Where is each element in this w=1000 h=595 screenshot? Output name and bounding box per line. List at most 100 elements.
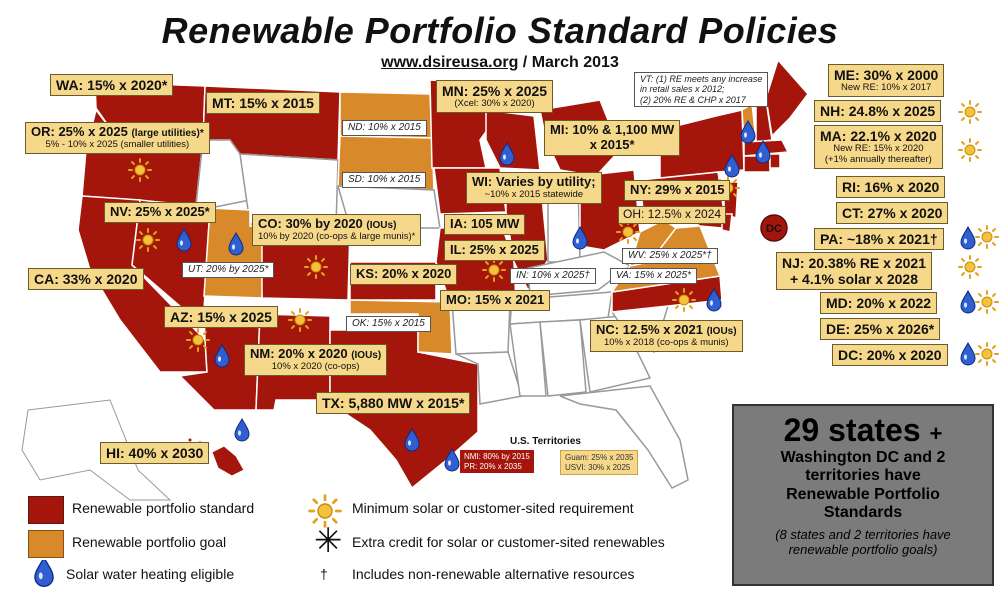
summary-box: 29 states + Washington DC and 2 territor… bbox=[732, 404, 994, 586]
summary-foot: (8 states and 2 territories have renewab… bbox=[734, 526, 992, 558]
note-nd: ND: 10% x 2015 bbox=[342, 120, 427, 136]
legend-solar: Minimum solar or customer-sited requirem… bbox=[352, 500, 634, 516]
state-la bbox=[455, 351, 523, 405]
label-nv: NV: 25% x 2025* bbox=[104, 202, 216, 223]
note-vt-line1: VT: (1) RE meets any increase bbox=[640, 74, 763, 84]
label-nm: NM: 20% x 2020 (IOUs) 10% x 2020 (co-ops… bbox=[244, 344, 388, 376]
label-nc-main: NC: 12.5% x 2021 bbox=[596, 322, 703, 337]
label-oh: OH: 12.5% x 2024 bbox=[618, 206, 727, 224]
label-co-small: (IOUs) bbox=[366, 220, 397, 231]
label-ca: CA: 33% x 2020 bbox=[28, 268, 144, 291]
sun-icon bbox=[975, 290, 999, 314]
water-drop-icon bbox=[960, 290, 976, 314]
label-nj-line2: + 4.1% solar x 2028 bbox=[789, 271, 919, 288]
legend-dagger: Includes non-renewable alternative resou… bbox=[352, 566, 635, 582]
sun-icon bbox=[958, 138, 982, 162]
note-wv: WV: 25% x 2025*† bbox=[622, 248, 718, 264]
dc-marker: DC bbox=[760, 214, 788, 242]
label-ma: MA: 22.1% x 2020 New RE: 15% x 2020 (+1%… bbox=[814, 125, 943, 169]
note-vt-line3: (2) 20% RE & CHP x 2017 bbox=[640, 94, 746, 105]
sun-icon bbox=[975, 225, 999, 249]
sun-icon bbox=[975, 342, 999, 366]
legend-swh: Solar water heating eligible bbox=[66, 566, 235, 582]
label-nc-small: (IOUs) bbox=[706, 326, 737, 337]
label-me: ME: 30% x 2000 New RE: 10% x 2017 bbox=[828, 64, 945, 98]
legend-goal: Renewable portfolio goal bbox=[72, 534, 227, 550]
sun-icon bbox=[186, 328, 210, 352]
summary-plus: + bbox=[929, 421, 943, 446]
alaska-hawaii bbox=[21, 399, 245, 501]
label-mo: MO: 15% x 2021 bbox=[440, 290, 551, 311]
water-drop-icon bbox=[960, 342, 976, 366]
label-wi: WI: Varies by utility; ~10% x 2015 state… bbox=[466, 172, 602, 204]
label-co-sub: 10% by 2020 (co-ops & large munis)* bbox=[258, 230, 416, 242]
sun-icon bbox=[616, 220, 640, 244]
summary-foot2: renewable portfolio goals) bbox=[788, 541, 938, 557]
territories-rps: NMI: 80% by 2015 PR: 20% x 2035 bbox=[460, 450, 534, 474]
label-pa: PA: ~18% x 2021† bbox=[814, 228, 944, 251]
asterisk-icon: ✳ bbox=[314, 521, 343, 561]
sun-icon bbox=[288, 308, 312, 332]
sun-icon bbox=[304, 255, 328, 279]
state-ri bbox=[769, 153, 781, 169]
label-wi-line2: ~10% x 2015 statewide bbox=[484, 188, 584, 200]
water-drop-icon bbox=[34, 560, 54, 587]
state-me bbox=[765, 58, 809, 138]
water-drop-icon bbox=[234, 418, 250, 442]
note-vt-line2: in retail sales x 2012; bbox=[640, 84, 725, 95]
label-mt: MT: 15% x 2015 bbox=[206, 92, 320, 115]
sun-icon bbox=[958, 100, 982, 124]
summary-line4: Standards bbox=[823, 504, 903, 522]
label-hi: HI: 40% x 2030 bbox=[100, 442, 210, 465]
label-wi-line1: WI: Varies by utility; bbox=[472, 174, 596, 189]
label-co-main: CO: 30% by 2020 bbox=[258, 216, 363, 231]
sun-icon bbox=[136, 228, 160, 252]
page-title: Renewable Portfolio Standard Policies bbox=[161, 10, 839, 51]
label-mn-sub: (Xcel: 30% x 2020) bbox=[454, 98, 535, 110]
label-nc: NC: 12.5% x 2021 (IOUs) 10% x 2018 (co-o… bbox=[590, 320, 743, 352]
territories-title: U.S. Territories bbox=[510, 436, 581, 447]
label-az: AZ: 15% x 2025 bbox=[164, 306, 278, 329]
label-ma-sub1: New RE: 15% x 2020 bbox=[833, 143, 924, 155]
label-mi: MI: 10% & 1,100 MW x 2015* bbox=[544, 120, 681, 156]
state-ak bbox=[21, 399, 172, 501]
summary-count: 29 states + bbox=[734, 412, 992, 449]
note-in: IN: 10% x 2025† bbox=[510, 268, 596, 284]
label-nm-sub: 10% x 2020 (co-ops) bbox=[271, 360, 360, 372]
sun-icon bbox=[958, 255, 982, 279]
state-hi bbox=[211, 445, 245, 477]
label-tx: TX: 5,880 MW x 2015* bbox=[316, 392, 471, 415]
note-ut: UT: 20% by 2025* bbox=[182, 262, 275, 278]
dagger-icon: † bbox=[320, 566, 328, 582]
label-il: IL: 25% x 2025 bbox=[444, 240, 545, 261]
note-sd: SD: 10% x 2015 bbox=[342, 172, 427, 188]
state-ms bbox=[509, 321, 547, 397]
label-ny: NY: 29% x 2015 bbox=[624, 180, 731, 201]
legend-swatch-goal bbox=[28, 530, 64, 558]
summary-foot1: (8 states and 2 territories have bbox=[775, 526, 951, 542]
source-url: www.dsireusa.org bbox=[381, 54, 519, 71]
legend-swatch-standard bbox=[28, 496, 64, 524]
legend-standard: Renewable portfolio standard bbox=[72, 500, 255, 516]
summary-line2: territories have bbox=[805, 467, 921, 485]
territory-pr: PR: 20% x 2035 bbox=[464, 461, 522, 471]
sun-icon bbox=[128, 158, 152, 182]
label-me-sub: New RE: 10% x 2017 bbox=[841, 82, 932, 94]
label-mi-line2: x 2015* bbox=[589, 136, 635, 152]
summary-line1: Washington DC and 2 bbox=[780, 449, 946, 466]
water-drop-icon bbox=[960, 226, 976, 250]
label-or-small: (large utilities)* bbox=[131, 128, 204, 139]
label-de: DE: 25% x 2026* bbox=[820, 318, 941, 341]
territories-goal: Guam: 25% x 2035 USVI: 30% x 2025 bbox=[560, 450, 639, 476]
sun-icon bbox=[482, 258, 506, 282]
label-ia: IA: 105 MW bbox=[444, 214, 526, 235]
label-ct: CT: 27% x 2020 bbox=[836, 202, 949, 225]
label-nj-line1: NJ: 20.38% RE x 2021 bbox=[782, 255, 926, 271]
label-wa: WA: 15% x 2020* bbox=[50, 74, 174, 97]
territory-guam: Guam: 25% x 2035 bbox=[565, 453, 634, 462]
state-fl bbox=[559, 385, 689, 489]
page-subtitle: www.dsireusa.org / March 2013 bbox=[0, 54, 1000, 72]
label-nm-small: (IOUs) bbox=[351, 350, 382, 361]
label-or-main: OR: 25% x 2025 bbox=[31, 124, 128, 139]
label-mn-main: MN: 25% x 2025 bbox=[442, 83, 548, 99]
